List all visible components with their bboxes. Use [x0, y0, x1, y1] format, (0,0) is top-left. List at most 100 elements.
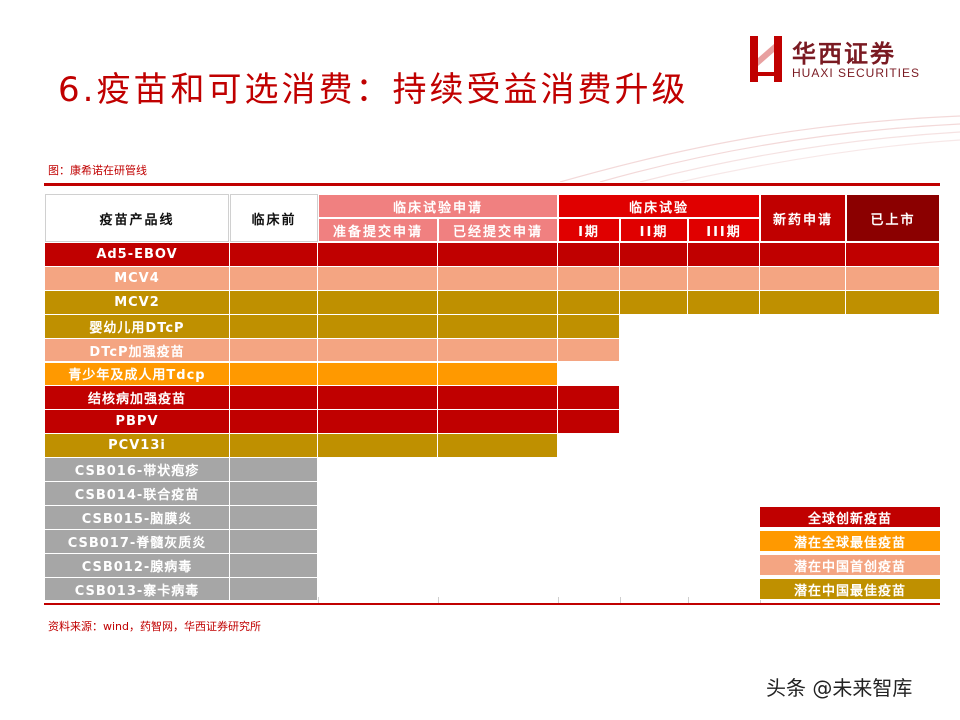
- stage-cell: [318, 434, 438, 459]
- stage-cell: [620, 290, 688, 315]
- row-label: MCV2: [45, 290, 229, 315]
- stage-cell: [318, 362, 438, 387]
- header-nda: 新药申请: [760, 194, 846, 242]
- stage-cell: [558, 410, 620, 435]
- stage-cell: [760, 243, 846, 267]
- header-clinical-application: 临床试验申请: [318, 194, 558, 218]
- company-logo: 华西证券 HUAXI SECURITIES: [748, 32, 948, 88]
- stage-cell: [846, 243, 940, 267]
- legend-item: 全球创新疫苗: [760, 507, 940, 528]
- stage-cell: [438, 362, 558, 387]
- stage-cell: [688, 266, 760, 291]
- row-label: CSB014-联合疫苗: [45, 482, 229, 506]
- stage-cell: [558, 243, 620, 267]
- stage-cell: [438, 386, 558, 411]
- stage-cell: [230, 338, 318, 363]
- row-label: CSB012-腺病毒: [45, 553, 229, 578]
- logo-name-en: HUAXI SECURITIES: [792, 66, 921, 80]
- header-phase-1: I期: [558, 218, 620, 242]
- stage-cell: [318, 314, 438, 339]
- stage-cell: [438, 314, 558, 339]
- column-tick: [688, 597, 689, 603]
- header-phase-2: II期: [620, 218, 688, 242]
- header-prepare-submission: 准备提交申请: [318, 218, 438, 242]
- logo-mark-icon: [750, 36, 782, 82]
- row-label: 结核病加强疫苗: [45, 386, 229, 411]
- watermark: 头条 @未来智库: [766, 676, 913, 700]
- header-product: 疫苗产品线: [45, 194, 229, 242]
- stage-cell: [760, 266, 846, 291]
- row-label: CSB016-带状疱疹: [45, 458, 229, 482]
- stage-cell: [230, 529, 318, 554]
- stage-cell: [940, 243, 941, 267]
- stage-cell: [230, 314, 318, 339]
- header-clinical-trial: 临床试验: [558, 194, 760, 218]
- stage-cell: [438, 266, 558, 291]
- stage-cell: [620, 243, 688, 267]
- table-top-rule: [44, 183, 940, 186]
- page-title: 6.疫苗和可选消费：持续受益消费升级: [58, 70, 689, 110]
- stage-cell: [230, 553, 318, 578]
- stage-cell: [688, 243, 760, 267]
- stage-cell: [318, 243, 438, 267]
- column-tick: [558, 597, 559, 603]
- stage-cell: [318, 386, 438, 411]
- column-tick: [620, 597, 621, 603]
- stage-cell: [230, 458, 318, 482]
- figure-title: 图：康希诺在研管线: [48, 164, 147, 177]
- stage-cell: [230, 410, 318, 435]
- row-label: PCV13i: [45, 434, 229, 459]
- row-label: 婴幼儿用DTcP: [45, 314, 229, 339]
- stage-cell: [438, 434, 558, 459]
- stage-cell: [558, 266, 620, 291]
- source-note: 资料来源：wind，药智网，华西证券研究所: [48, 620, 262, 633]
- decorative-wave: [559, 115, 960, 182]
- row-label: CSB015-脑膜炎: [45, 505, 229, 530]
- stage-cell: [230, 243, 318, 267]
- stage-cell: [688, 290, 760, 315]
- row-label: PBPV: [45, 410, 229, 435]
- stage-cell: [318, 338, 438, 363]
- row-label: 青少年及成人用Tdcp: [45, 362, 229, 387]
- stage-cell: [846, 290, 940, 315]
- column-tick: [318, 597, 319, 603]
- column-tick: [760, 597, 761, 603]
- stage-cell: [438, 338, 558, 363]
- stage-cell: [438, 410, 558, 435]
- column-tick: [438, 597, 439, 603]
- row-label: CSB013-寨卡病毒: [45, 577, 229, 602]
- stage-cell: [230, 290, 318, 315]
- stage-cell: [318, 290, 438, 315]
- legend-item: 潜在全球最佳疫苗: [760, 531, 940, 552]
- stage-cell: [558, 290, 620, 315]
- stage-cell: [558, 386, 620, 411]
- stage-cell: [230, 266, 318, 291]
- stage-cell: [230, 577, 318, 602]
- header-preclinical: 临床前: [230, 194, 318, 242]
- stage-cell: [230, 505, 318, 530]
- header-phase-3: III期: [688, 218, 760, 242]
- stage-cell: [318, 410, 438, 435]
- legend-item: 潜在中国首创疫苗: [760, 555, 940, 576]
- header-submitted: 已经提交申请: [438, 218, 558, 242]
- legend-item: 潜在中国最佳疫苗: [760, 579, 940, 600]
- stage-cell: [438, 243, 558, 267]
- header-marketed: 已上市: [846, 194, 940, 242]
- stage-cell: [230, 434, 318, 459]
- stage-cell: [438, 290, 558, 315]
- row-label: DTcP加强疫苗: [45, 338, 229, 363]
- stage-cell: [318, 266, 438, 291]
- stage-cell: [558, 338, 620, 363]
- stage-cell: [230, 386, 318, 411]
- stage-cell: [846, 266, 940, 291]
- stage-cell: [620, 266, 688, 291]
- stage-cell: [760, 290, 846, 315]
- stage-cell: [230, 362, 318, 387]
- logo-name-cn: 华西证券: [792, 40, 896, 68]
- row-label: MCV4: [45, 266, 229, 291]
- table-bottom-rule: [44, 603, 940, 605]
- row-label: CSB017-脊髓灰质炎: [45, 529, 229, 554]
- row-label: Ad5-EBOV: [45, 243, 229, 267]
- stage-cell: [558, 314, 620, 339]
- stage-cell: [230, 482, 318, 506]
